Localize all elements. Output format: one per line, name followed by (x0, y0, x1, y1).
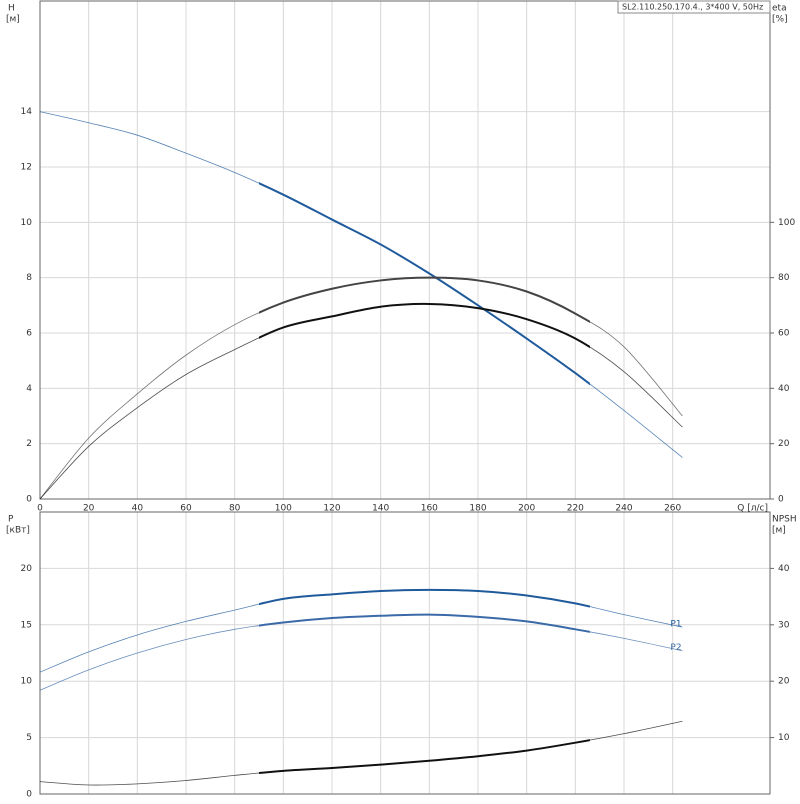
x-axis-label: Q [л/с] (737, 504, 768, 514)
y2-tick-label: 0 (778, 495, 784, 505)
y2-tick-label: 80 (778, 273, 790, 283)
y2-axis-unit: [%] (772, 15, 788, 25)
y2-tick-label: 60 (778, 329, 790, 339)
series-line (39, 720, 683, 786)
x-tick-label: 20 (83, 504, 95, 514)
x-tick-label: 160 (421, 504, 438, 514)
y-axis-label: H (8, 4, 15, 14)
x-tick-label: 260 (664, 504, 681, 514)
series-line-operating (259, 182, 590, 386)
y-tick-label: 20 (21, 564, 33, 574)
y-tick-label: 6 (26, 329, 32, 339)
y-tick-label: 2 (26, 439, 32, 449)
y-tick-label: 10 (21, 677, 33, 687)
x-tick-label: 40 (132, 504, 144, 514)
y-axis-unit: [кВт] (6, 526, 30, 536)
x-tick-label: 100 (275, 504, 292, 514)
x-tick-label: 80 (229, 504, 241, 514)
y2-tick-label: 100 (778, 218, 795, 228)
series-line-operating (259, 739, 590, 774)
y-tick-label: 10 (21, 218, 33, 228)
series-line-operating (259, 613, 590, 633)
y-tick-label: 15 (21, 620, 32, 630)
y2-tick-label: 30 (778, 620, 790, 630)
y-tick-label: 0 (26, 495, 32, 505)
x-tick-label: 180 (469, 504, 486, 514)
series-label: P2 (670, 643, 681, 653)
plot-frame (39, 511, 771, 795)
y-tick-label: 8 (26, 273, 32, 283)
x-tick-label: 140 (372, 504, 389, 514)
y2-tick-label: 40 (778, 564, 790, 574)
y-tick-label: 5 (26, 733, 32, 743)
y2-axis-label: NPSH (772, 515, 797, 525)
y2-tick-label: 10 (778, 733, 790, 743)
series-line-operating (259, 276, 590, 323)
x-tick-label: 240 (615, 504, 632, 514)
y-axis-unit: [м] (6, 15, 20, 25)
y2-axis-label: eta (772, 4, 787, 14)
y2-tick-label: 20 (778, 677, 790, 687)
y2-tick-label: 40 (778, 384, 790, 394)
title-box (617, 0, 771, 14)
x-tick-label: 220 (567, 504, 584, 514)
y-tick-label: 4 (26, 384, 32, 394)
x-tick-label: 120 (323, 504, 340, 514)
x-tick-label: 0 (37, 504, 43, 514)
y2-axis-unit: [м] (772, 526, 786, 536)
y-tick-label: 14 (21, 107, 33, 117)
y-tick-label: 0 (26, 790, 32, 800)
series-line (39, 614, 683, 691)
y2-tick-label: 20 (778, 439, 790, 449)
series-line (39, 111, 683, 458)
y-axis-label: P (8, 515, 14, 525)
series-line-operating (259, 302, 590, 349)
x-tick-label: 60 (180, 504, 192, 514)
x-tick-label: 200 (518, 504, 535, 514)
series-line-operating (259, 588, 590, 608)
y-tick-label: 12 (21, 163, 32, 173)
plot-frame (39, 0, 771, 500)
series-label: P1 (670, 620, 681, 630)
chart-title: SL2.110.250.170.4., 3*400 V, 50Hz (622, 3, 763, 12)
